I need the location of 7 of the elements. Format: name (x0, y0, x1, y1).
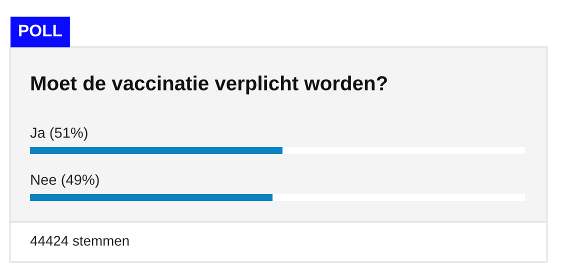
text: POLL (19, 24, 62, 36)
y-tick-label: Ja (30, 128, 46, 138)
data-label: (51%) (50, 127, 88, 141)
data-label: (49%) (62, 174, 99, 188)
chart-title: Moet de vaccinatie verplicht worden? (31, 76, 387, 94)
y-tick-label: Nee (31, 174, 56, 185)
text: 44424 stemmen (30, 236, 129, 246)
